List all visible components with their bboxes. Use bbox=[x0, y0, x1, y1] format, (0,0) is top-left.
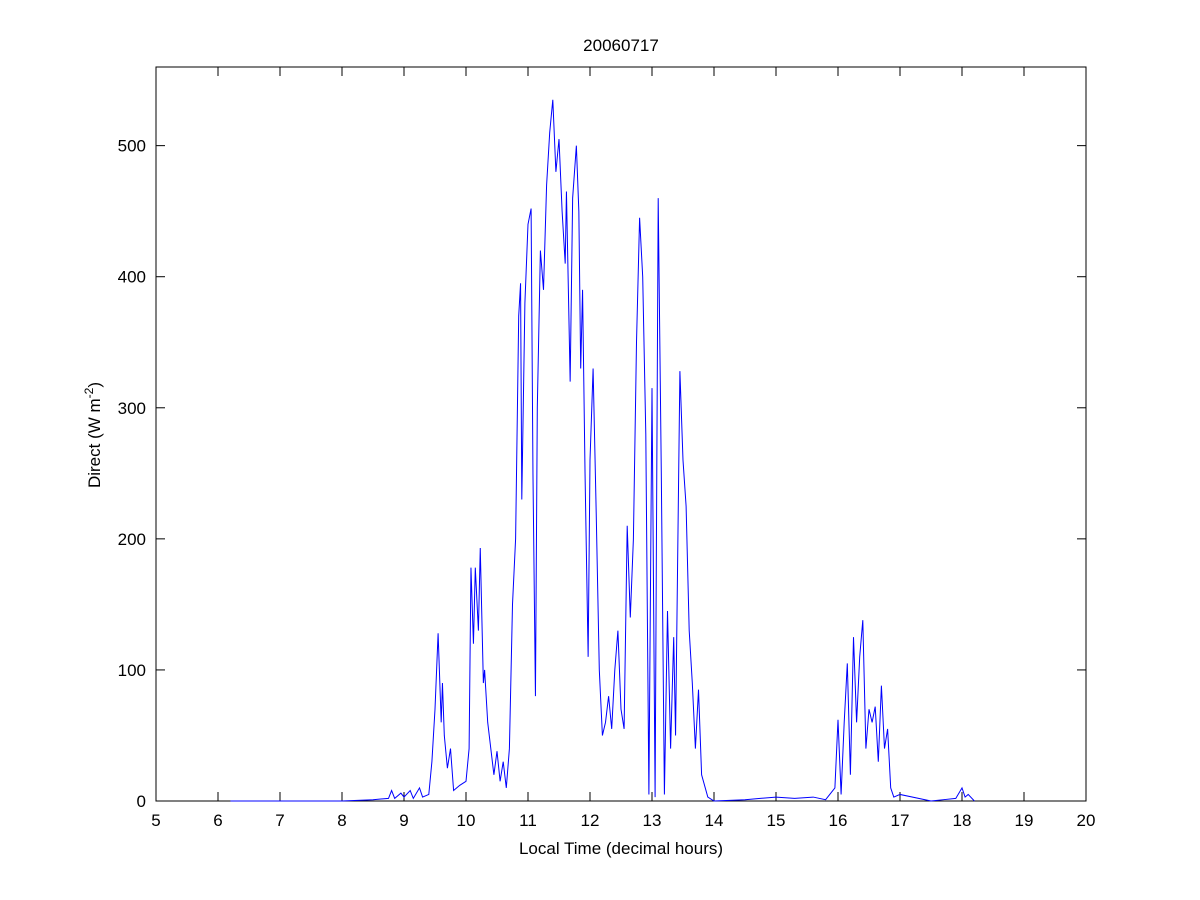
x-tick-label: 13 bbox=[643, 811, 662, 830]
x-tick-label: 14 bbox=[705, 811, 724, 830]
x-tick-label: 7 bbox=[275, 811, 284, 830]
plot-area bbox=[155, 66, 1087, 802]
x-tick-label: 16 bbox=[829, 811, 848, 830]
x-tick-label: 10 bbox=[457, 811, 476, 830]
x-tick-label: 18 bbox=[953, 811, 972, 830]
x-tick-label: 17 bbox=[891, 811, 910, 830]
x-tick-label: 15 bbox=[767, 811, 786, 830]
y-label-text: Direct (W m bbox=[85, 398, 104, 488]
y-label-superscript: -2 bbox=[82, 387, 96, 398]
x-tick-label: 12 bbox=[581, 811, 600, 830]
x-tick-label: 20 bbox=[1077, 811, 1096, 830]
chart-title: 20060717 bbox=[583, 36, 659, 55]
x-tick-label: 19 bbox=[1015, 811, 1034, 830]
x-axis-label: Local Time (decimal hours) bbox=[519, 839, 723, 858]
y-label-suffix: ) bbox=[85, 382, 104, 388]
y-tick-label: 300 bbox=[118, 399, 146, 418]
y-axis-label: Direct (W m-2) bbox=[82, 382, 104, 488]
x-tick-label: 5 bbox=[151, 811, 160, 830]
y-tick-label: 100 bbox=[118, 661, 146, 680]
y-tick-label: 200 bbox=[118, 530, 146, 549]
x-tick-label: 11 bbox=[519, 811, 537, 830]
y-tick-label: 400 bbox=[118, 268, 146, 287]
y-tick-label: 500 bbox=[118, 137, 146, 156]
data-line bbox=[230, 99, 975, 802]
x-tick-label: 9 bbox=[399, 811, 408, 830]
y-tick-label: 0 bbox=[137, 792, 146, 811]
x-tick-label: 6 bbox=[213, 811, 222, 830]
x-tick-label: 8 bbox=[337, 811, 346, 830]
